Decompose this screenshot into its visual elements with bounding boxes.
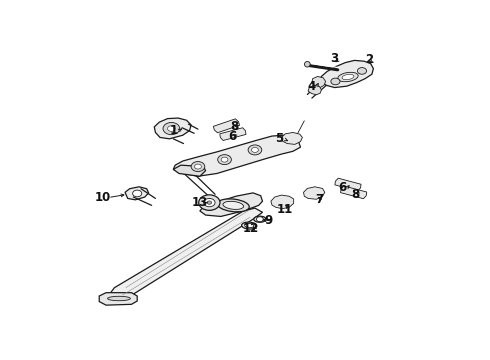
Ellipse shape	[254, 216, 266, 222]
Circle shape	[331, 78, 340, 85]
Circle shape	[133, 190, 142, 197]
Polygon shape	[320, 60, 373, 87]
Text: 12: 12	[243, 222, 259, 235]
Circle shape	[191, 162, 205, 172]
Ellipse shape	[223, 201, 244, 210]
Polygon shape	[99, 293, 137, 305]
Text: 13: 13	[192, 196, 208, 209]
Polygon shape	[312, 76, 325, 87]
Circle shape	[221, 157, 228, 162]
Circle shape	[248, 145, 262, 155]
Text: 4: 4	[308, 80, 316, 93]
Text: 7: 7	[316, 193, 323, 206]
Ellipse shape	[342, 75, 354, 80]
Circle shape	[195, 164, 201, 169]
Polygon shape	[154, 118, 191, 139]
Text: 8: 8	[351, 188, 360, 201]
Ellipse shape	[304, 62, 310, 67]
Polygon shape	[200, 193, 263, 216]
Polygon shape	[341, 186, 367, 199]
Ellipse shape	[217, 199, 249, 212]
Polygon shape	[125, 187, 148, 200]
Text: 2: 2	[365, 53, 373, 66]
Polygon shape	[281, 132, 302, 144]
Circle shape	[251, 148, 258, 152]
Polygon shape	[303, 187, 325, 199]
Text: 6: 6	[228, 130, 236, 143]
Circle shape	[358, 68, 367, 74]
Circle shape	[168, 126, 175, 131]
Ellipse shape	[245, 224, 254, 228]
Text: 6: 6	[338, 181, 346, 194]
Text: 3: 3	[331, 52, 339, 65]
Text: 11: 11	[277, 203, 294, 216]
Polygon shape	[308, 85, 321, 95]
Circle shape	[207, 201, 212, 204]
Ellipse shape	[242, 222, 257, 229]
Polygon shape	[111, 208, 263, 298]
Circle shape	[204, 198, 215, 207]
Text: 8: 8	[230, 120, 238, 133]
Circle shape	[199, 195, 220, 210]
Polygon shape	[335, 178, 361, 191]
Polygon shape	[173, 135, 300, 176]
Polygon shape	[213, 119, 240, 133]
Text: 9: 9	[264, 214, 272, 227]
Polygon shape	[173, 165, 206, 176]
Ellipse shape	[338, 72, 358, 82]
Ellipse shape	[108, 296, 130, 301]
Text: 1: 1	[169, 124, 177, 137]
Circle shape	[163, 122, 180, 135]
Text: 5: 5	[275, 132, 284, 145]
Circle shape	[218, 155, 231, 165]
Polygon shape	[220, 128, 246, 140]
Circle shape	[256, 217, 263, 222]
Polygon shape	[271, 195, 294, 209]
Text: 10: 10	[95, 190, 111, 203]
